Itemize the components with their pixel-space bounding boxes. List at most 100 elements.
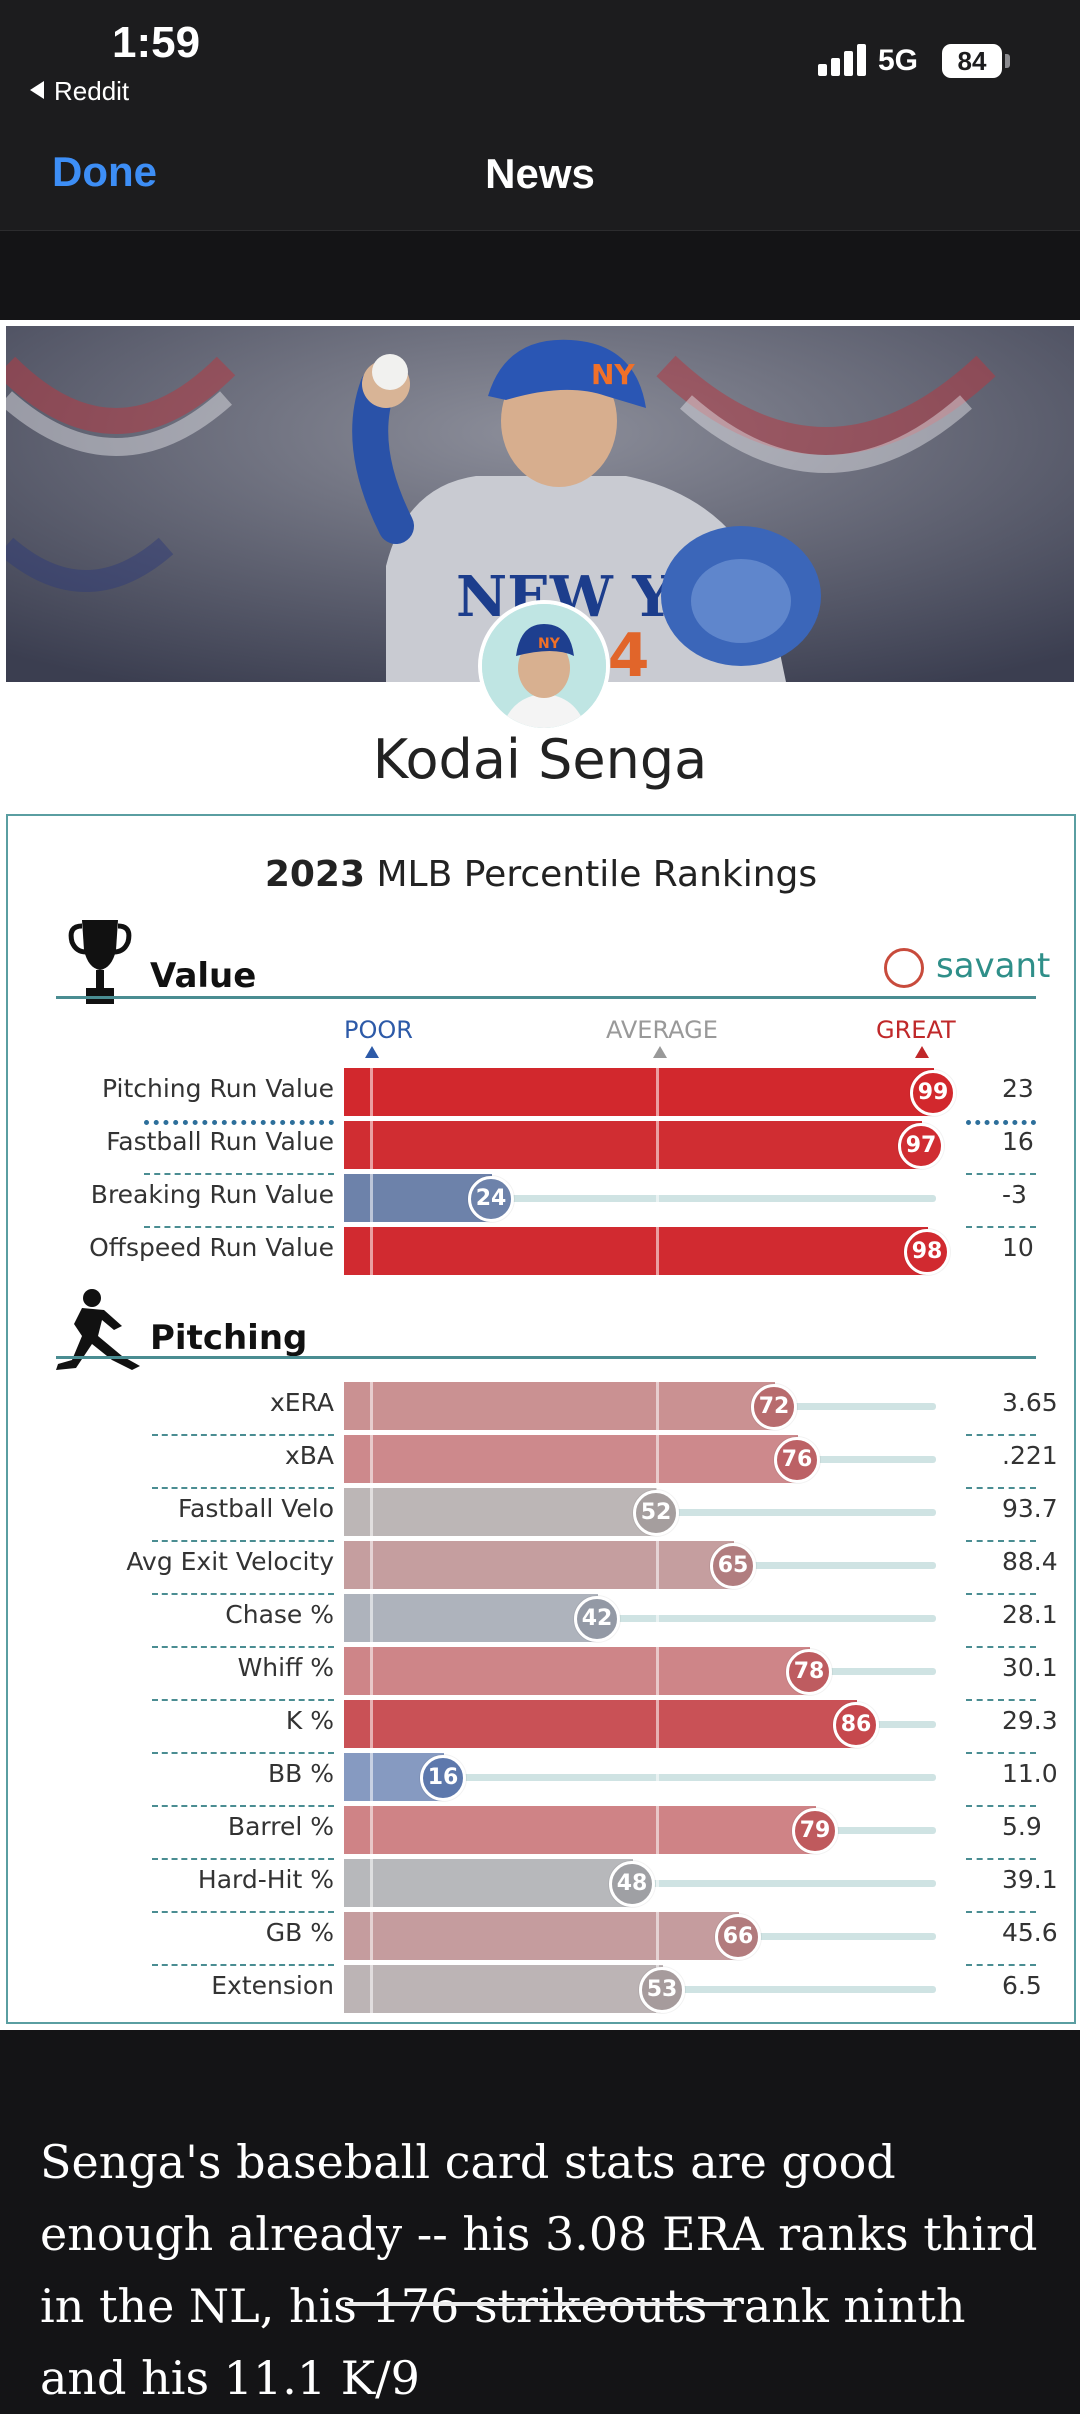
savant-logo-icon bbox=[884, 948, 924, 988]
percentile-bar bbox=[344, 1174, 492, 1222]
percentile-card-image: NEW YORK 34 NY NY Kodai Senga 2023 MLB P… bbox=[0, 320, 1080, 2030]
metric-value: 39.1 bbox=[1002, 1865, 1058, 1894]
back-to-app-link[interactable]: Reddit bbox=[30, 76, 129, 107]
percentile-bubble: 48 bbox=[609, 1861, 655, 1907]
row-divider bbox=[152, 1487, 334, 1489]
nav-bar: Done News bbox=[0, 110, 1080, 231]
scale-tick bbox=[370, 1965, 373, 2013]
row-divider bbox=[966, 1173, 1036, 1175]
battery-cap bbox=[1005, 54, 1010, 68]
percentile-bar bbox=[344, 1700, 857, 1748]
percentile-bar bbox=[344, 1806, 816, 1854]
percentile-bubble: 53 bbox=[639, 1967, 685, 2013]
savant-brand: savant bbox=[936, 946, 1051, 986]
metric-row: Chase % 42 28.1 bbox=[8, 1594, 1074, 1648]
percentile-bar bbox=[344, 1647, 810, 1695]
scale-tick bbox=[370, 1859, 373, 1907]
row-divider bbox=[152, 1805, 334, 1807]
metric-label: Barrel % bbox=[227, 1812, 334, 1841]
percentile-remaining-line bbox=[851, 1721, 936, 1728]
percentile-track: 86 bbox=[344, 1700, 960, 1748]
percentile-track: 16 bbox=[344, 1753, 960, 1801]
metric-value: 3.65 bbox=[1002, 1388, 1058, 1417]
percentile-bubble: 79 bbox=[792, 1808, 838, 1854]
row-divider bbox=[966, 1964, 1036, 1966]
percentile-bubble: 97 bbox=[898, 1123, 944, 1169]
percentile-track: 53 bbox=[344, 1965, 960, 2013]
percentile-bubble: 86 bbox=[833, 1702, 879, 1748]
metric-row: Fastball Velo 52 93.7 bbox=[8, 1488, 1074, 1542]
metric-row: xBA 76 .221 bbox=[8, 1435, 1074, 1489]
metric-value: 23 bbox=[1002, 1074, 1034, 1103]
scale-tick bbox=[370, 1121, 373, 1169]
scale-tick bbox=[370, 1753, 373, 1801]
scale-tick bbox=[656, 1647, 659, 1695]
average-marker-icon bbox=[653, 1046, 667, 1058]
scale-tick bbox=[370, 1806, 373, 1854]
done-button[interactable]: Done bbox=[52, 148, 157, 195]
svg-text:NY: NY bbox=[591, 358, 635, 391]
percentile-bubble: 98 bbox=[904, 1229, 950, 1275]
percentile-track: 48 bbox=[344, 1859, 960, 1907]
row-divider bbox=[966, 1646, 1036, 1648]
scale-tick bbox=[656, 1174, 659, 1222]
metric-row: K % 86 29.3 bbox=[8, 1700, 1074, 1754]
percentile-remaining-line bbox=[438, 1774, 936, 1781]
percentile-remaining-line bbox=[486, 1195, 936, 1202]
row-divider bbox=[152, 1699, 334, 1701]
scale-average-label: AVERAGE bbox=[606, 1016, 718, 1044]
scale-great-label: GREAT bbox=[876, 1016, 956, 1044]
rankings-title-text: MLB Percentile Rankings bbox=[376, 854, 818, 895]
metric-row: Whiff % 78 30.1 bbox=[8, 1647, 1074, 1701]
metric-value: 30.1 bbox=[1002, 1653, 1058, 1682]
metric-value: 45.6 bbox=[1002, 1918, 1058, 1947]
percentile-bar bbox=[344, 1382, 775, 1430]
back-app-label: Reddit bbox=[54, 76, 130, 106]
metric-value: .221 bbox=[1002, 1441, 1058, 1470]
row-divider bbox=[152, 1593, 334, 1595]
percentile-remaining-line bbox=[627, 1880, 936, 1887]
percentile-track: 98 bbox=[344, 1227, 960, 1275]
section-rule bbox=[56, 1356, 1036, 1359]
svg-text:NY: NY bbox=[538, 636, 561, 652]
percentile-track: 78 bbox=[344, 1647, 960, 1695]
scale-tick bbox=[370, 1912, 373, 1960]
percentile-bar bbox=[344, 1488, 657, 1536]
row-divider bbox=[152, 1964, 334, 1966]
metric-row: Avg Exit Velocity 65 88.4 bbox=[8, 1541, 1074, 1595]
metric-label: xERA bbox=[269, 1388, 334, 1417]
back-arrow-icon bbox=[30, 81, 44, 99]
percentile-bar bbox=[344, 1121, 922, 1169]
player-headshot: NY bbox=[478, 600, 610, 732]
scale-tick bbox=[656, 1068, 659, 1116]
scale-tick bbox=[656, 1594, 659, 1642]
scale-tick bbox=[656, 1806, 659, 1854]
percentile-bar bbox=[344, 1227, 928, 1275]
article-body: Senga's baseball card stats are good eno… bbox=[40, 2135, 1038, 2405]
row-divider bbox=[144, 1120, 334, 1125]
percentile-bar bbox=[344, 1541, 734, 1589]
metric-value: 93.7 bbox=[1002, 1494, 1058, 1523]
row-divider bbox=[966, 1593, 1036, 1595]
metric-row: Offspeed Run Value 98 10 bbox=[8, 1227, 1074, 1275]
scale-tick bbox=[656, 1121, 659, 1169]
metric-row: Barrel % 79 5.9 bbox=[8, 1806, 1074, 1860]
metric-value: 28.1 bbox=[1002, 1600, 1058, 1629]
percentile-bar bbox=[344, 1859, 633, 1907]
percentile-track: 65 bbox=[344, 1541, 960, 1589]
scale-tick bbox=[656, 1435, 659, 1483]
metric-value: 88.4 bbox=[1002, 1547, 1058, 1576]
scale-tick bbox=[370, 1174, 373, 1222]
metric-row: Pitching Run Value 99 23 bbox=[8, 1068, 1074, 1125]
percentile-remaining-line bbox=[792, 1456, 936, 1463]
row-divider bbox=[966, 1752, 1036, 1754]
percentile-bar bbox=[344, 1912, 739, 1960]
scale-tick bbox=[370, 1382, 373, 1430]
metric-label: Pitching Run Value bbox=[101, 1074, 334, 1103]
percentile-rankings-panel: 2023 MLB Percentile Rankings Value savan… bbox=[6, 814, 1076, 2024]
percentile-remaining-line bbox=[810, 1827, 936, 1834]
battery-icon: 84 bbox=[942, 44, 1002, 78]
percentile-remaining-line bbox=[804, 1668, 936, 1675]
metric-value: 6.5 bbox=[1002, 1971, 1042, 2000]
metric-label: Extension bbox=[211, 1971, 334, 2000]
